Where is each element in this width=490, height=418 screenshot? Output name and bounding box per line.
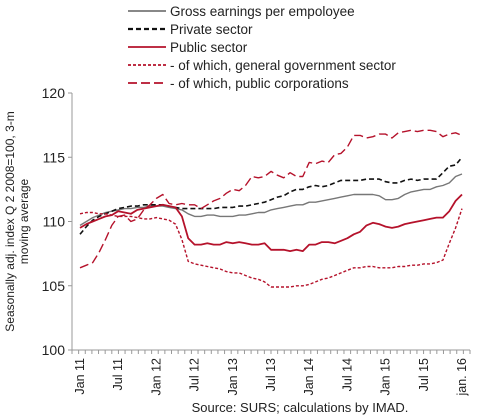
legend: Gross earnings per empoloyee Private sect…	[128, 4, 396, 91]
source-note: Source: SURS; calculations by IMAD.	[192, 400, 409, 415]
x-tick-label: Jul 11	[111, 358, 125, 390]
y-tick-label: 110	[43, 214, 66, 230]
x-tick-label: Jul 12	[188, 358, 202, 391]
legend-label-4: - of which, general government sector	[170, 58, 396, 73]
x-tick-label: jan. 16	[455, 358, 469, 397]
x-tick-label: Jul 13	[264, 358, 278, 391]
y-ticks: 100 105 110 115 120	[42, 85, 72, 358]
series-line-4	[79, 208, 463, 288]
plot-lines	[79, 129, 463, 288]
y-tick-label: 120	[42, 85, 66, 101]
x-tick-label: Jan 14	[302, 358, 316, 396]
x-tick-label: Jan 13	[226, 358, 240, 396]
x-tick-label: Jan 15	[379, 358, 393, 396]
series-line-5	[79, 129, 463, 269]
legend-label-5: - of which, public corporations	[170, 76, 349, 91]
x-tick-label: Jul 14	[340, 358, 354, 391]
x-tick-label: Jan 11	[73, 358, 87, 395]
x-tick-label: Jan 12	[149, 358, 163, 396]
x-ticks: Jan 11 Jul 11 Jan 12 Jul 12 Jan 13 Jul 13 Jan …	[71, 350, 471, 397]
y-axis-title: Seasonally adj. index Q 2 2008=100, 3-mm…	[3, 111, 31, 331]
y-tick-label: 100	[42, 342, 66, 358]
legend-label-1: Gross earnings per empoloyee	[170, 4, 355, 19]
x-tick-label: Jul 15	[417, 358, 431, 391]
series-line-2	[79, 156, 463, 235]
series-line-1	[79, 173, 463, 226]
legend-label-3: Public sector	[170, 40, 248, 55]
y-tick-label: 115	[43, 149, 66, 165]
y-tick-label: 105	[42, 278, 66, 294]
legend-label-2: Private sector	[170, 22, 253, 37]
series-line-3	[79, 193, 463, 253]
